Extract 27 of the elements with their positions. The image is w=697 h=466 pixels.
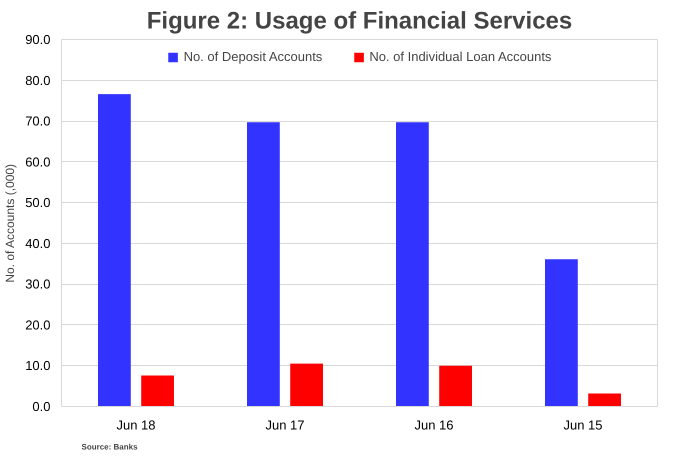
y-tick-label: 90.0 bbox=[25, 32, 51, 47]
y-tick-label: 40.0 bbox=[25, 236, 51, 251]
bar bbox=[290, 364, 323, 406]
y-tick-label: 0.0 bbox=[32, 399, 51, 414]
bar bbox=[396, 122, 429, 406]
chart-title: Figure 2: Usage of Financial Services bbox=[146, 8, 572, 34]
bar bbox=[141, 376, 174, 406]
x-tick-label: Jun 18 bbox=[116, 418, 156, 432]
x-tick-label: Jun 15 bbox=[563, 418, 603, 432]
bar bbox=[247, 122, 280, 406]
y-tick-label: 50.0 bbox=[25, 195, 51, 210]
legend-label: No. of Deposit Accounts bbox=[184, 49, 322, 64]
source-note: Source: Banks bbox=[82, 442, 138, 452]
bar bbox=[545, 259, 578, 406]
x-tick-label: Jun 16 bbox=[414, 418, 454, 432]
y-axis-title: No. of Accounts (,000) bbox=[3, 164, 18, 283]
bar bbox=[439, 366, 472, 406]
y-tick-label: 10.0 bbox=[25, 358, 51, 374]
y-tick-label: 20.0 bbox=[25, 317, 51, 332]
y-tick-label: 70.0 bbox=[25, 114, 51, 129]
bar bbox=[588, 393, 621, 406]
bar bbox=[98, 94, 131, 406]
legend-label: No. of Individual Loan Accounts bbox=[369, 49, 552, 64]
y-tick-label: 80.0 bbox=[25, 72, 51, 88]
y-tick-label: 60.0 bbox=[25, 154, 51, 170]
x-tick-label: Jun 17 bbox=[265, 418, 305, 432]
y-tick-label: 30.0 bbox=[25, 276, 51, 292]
